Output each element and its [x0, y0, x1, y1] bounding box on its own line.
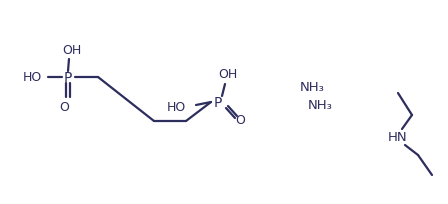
Text: O: O: [235, 114, 245, 127]
Text: HO: HO: [23, 71, 42, 84]
Text: HO: HO: [167, 101, 186, 114]
Text: NH₃: NH₃: [308, 99, 333, 112]
Text: OH: OH: [218, 68, 237, 81]
Text: O: O: [59, 101, 69, 114]
Text: P: P: [64, 71, 72, 85]
Text: P: P: [214, 95, 222, 110]
Text: OH: OH: [62, 43, 82, 56]
Text: HN: HN: [388, 131, 408, 144]
Text: NH₃: NH₃: [300, 81, 325, 94]
